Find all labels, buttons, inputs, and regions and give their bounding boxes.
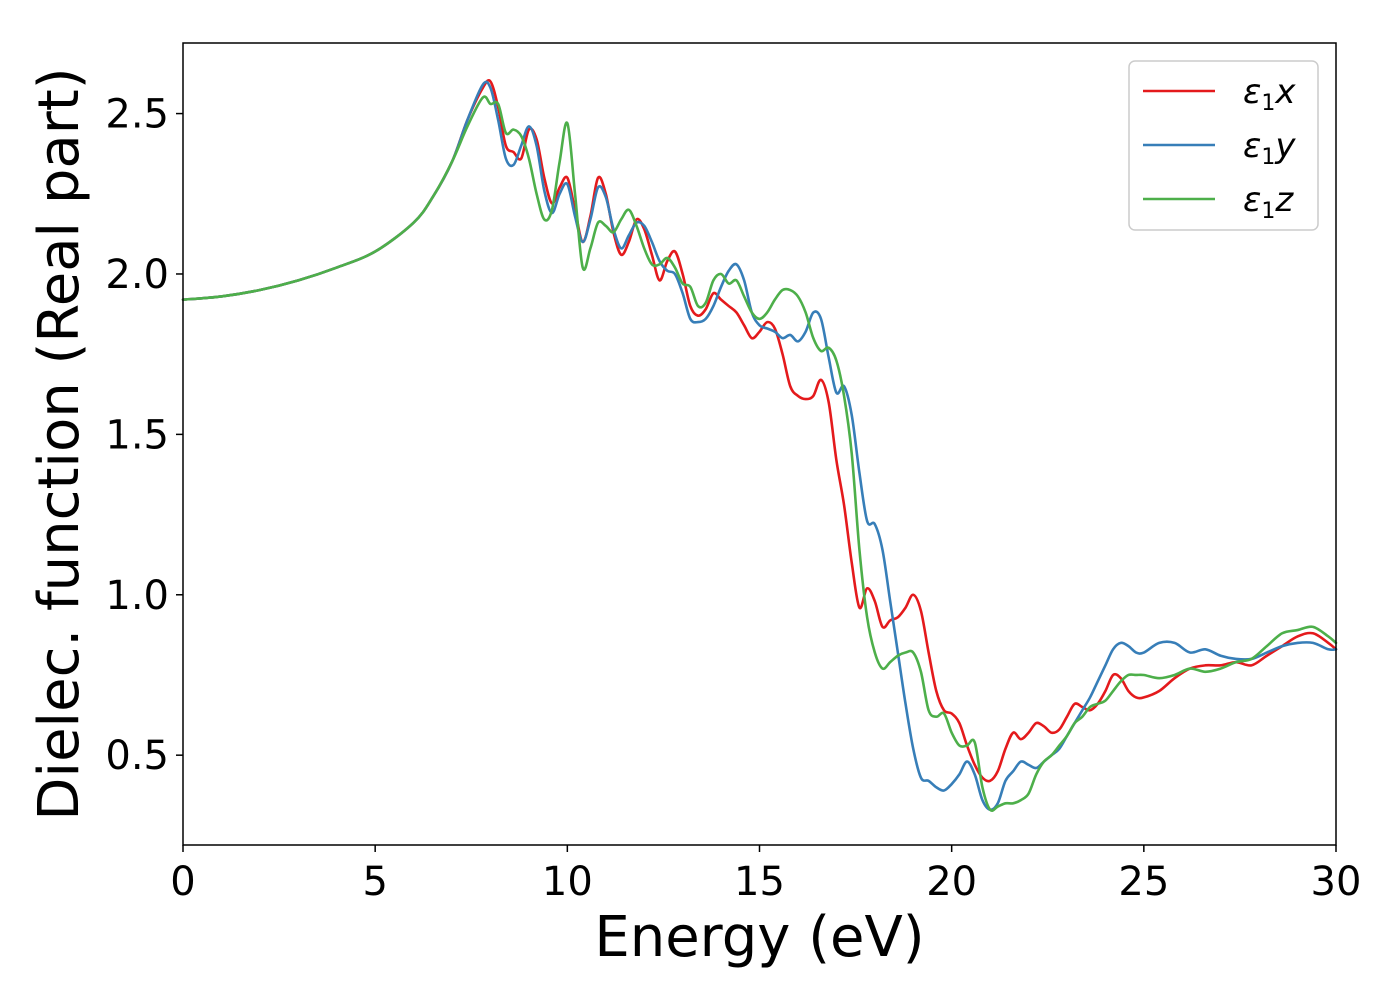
series-layer (181, 78, 1338, 812)
x-axis-title: Energy (eV) (594, 905, 924, 970)
legend-label-z: ε1z (1243, 180, 1294, 224)
series-line-x (181, 78, 1338, 783)
series-line-z (181, 95, 1338, 812)
series-line-y (181, 80, 1338, 812)
y-tick-label: 2.0 (105, 252, 169, 298)
legend-label-x: ε1x (1243, 72, 1296, 116)
legend-box (1128, 60, 1319, 231)
y-axis: 0.5 1.0 1.5 2.0 2.5 (105, 92, 183, 779)
x-tick-label: 0 (170, 859, 195, 905)
y-tick-label: 2.5 (105, 92, 169, 138)
legend-label-y: ε1y (1243, 126, 1296, 170)
y-axis-title: Dielec. function (Real part) (27, 67, 92, 820)
x-tick-label: 20 (926, 859, 977, 905)
x-tick-label: 25 (1118, 859, 1169, 905)
x-tick-label: 5 (362, 859, 387, 905)
legend: ε1x ε1y ε1z (1128, 60, 1319, 231)
y-tick-label: 1.0 (105, 573, 169, 619)
x-tick-label: 15 (734, 859, 785, 905)
y-tick-label: 1.5 (105, 412, 169, 458)
x-axis: 0 5 10 15 20 25 30 (170, 845, 1361, 905)
x-tick-label: 30 (1311, 859, 1362, 905)
x-tick-label: 10 (542, 859, 593, 905)
y-tick-label: 0.5 (105, 733, 169, 779)
